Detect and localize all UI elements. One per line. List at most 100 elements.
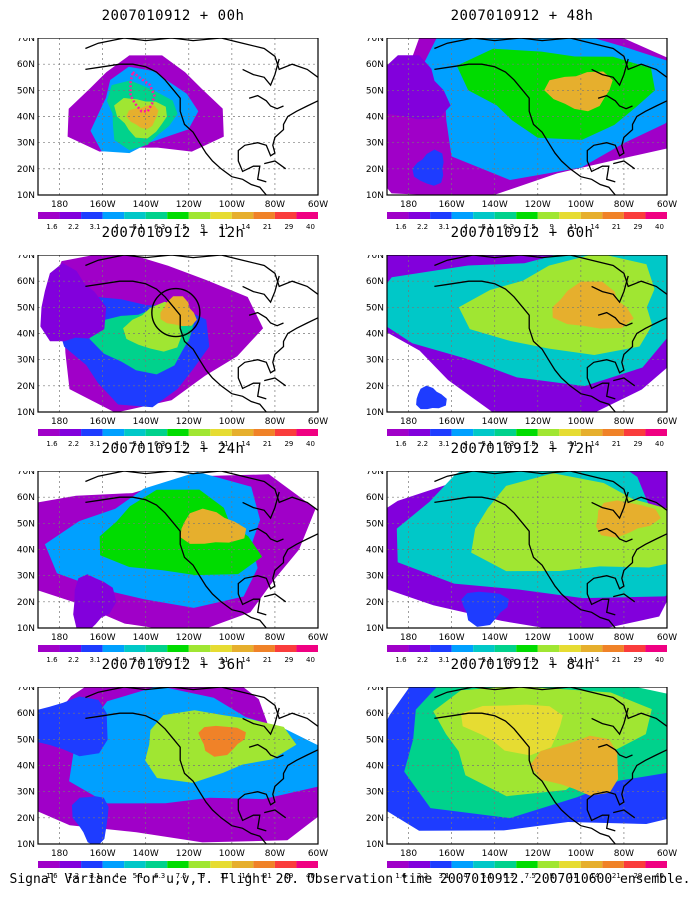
colorbar-swatch: [145, 645, 168, 652]
lat-tick-label: 50N: [366, 303, 384, 313]
lon-tick-label: 60W: [657, 200, 677, 210]
lon-tick-label: 120W: [176, 417, 202, 427]
colorbar-swatch: [623, 645, 646, 652]
colorbar-swatch: [430, 212, 452, 219]
lon-tick-label: 120W: [525, 633, 551, 643]
lon-tick-label: 80W: [614, 200, 634, 210]
colorbar-swatch: [167, 212, 189, 219]
colorbar-label: 6.3: [503, 872, 514, 880]
colorbar-swatch: [231, 645, 254, 652]
colorbar-label: 5.1: [482, 223, 493, 231]
variance-contour: [416, 385, 447, 410]
colorbar-swatch: [430, 861, 452, 868]
colorbar-swatch: [296, 645, 318, 652]
colorbar-label: 4: [463, 223, 468, 231]
colorbar-label: 1.6: [395, 872, 407, 880]
colorbar-label: 5.1: [482, 872, 493, 880]
lat-tick-label: 40N: [17, 546, 35, 556]
panel-title: 2007010912 + 48h: [450, 8, 594, 24]
colorbar-swatch: [408, 429, 431, 436]
colorbar-label: 11: [569, 656, 578, 664]
lon-tick-label: 160W: [90, 633, 116, 643]
variance-contour: [38, 696, 108, 757]
lon-tick-label: 60W: [308, 417, 328, 427]
colorbar-label: 1.6: [46, 656, 58, 664]
colorbar-swatch: [210, 429, 232, 436]
colorbar-swatch: [602, 429, 624, 436]
variance-contour: [198, 725, 246, 757]
lat-tick-label: 60N: [366, 709, 384, 719]
colorbar-label: 29: [284, 223, 293, 231]
colorbar-swatch: [231, 429, 254, 436]
panel-84h: 2007010912 + 84h 10N 20N 30N 40N 50N 60N 70N 18…: [357, 657, 687, 880]
colorbar-swatch: [38, 645, 60, 652]
colorbar-label: 11: [569, 223, 578, 231]
variance-contour: [387, 55, 451, 120]
lon-tick-label: 80W: [265, 200, 285, 210]
colorbar-swatch: [124, 212, 146, 219]
colorbar-swatch: [537, 645, 560, 652]
colorbar-swatch: [451, 861, 474, 868]
lon-tick-label: 120W: [176, 849, 202, 859]
colorbar-swatch: [516, 429, 538, 436]
colorbar-label: 21: [612, 656, 621, 664]
lat-tick-label: 70N: [366, 38, 384, 44]
target-area-circle: [151, 287, 201, 338]
colorbar-swatch: [602, 645, 624, 652]
colorbar-swatch: [124, 429, 146, 436]
colorbar-swatch: [580, 212, 603, 219]
lon-tick-label: 80W: [614, 417, 634, 427]
colorbar-label: 29: [633, 440, 642, 448]
colorbar-label: 40: [655, 440, 664, 448]
figure-caption: Signal Variance for u,v,T. Flight 20. Ob…: [9, 872, 691, 887]
colorbar-label: 14: [590, 440, 599, 448]
colorbar-swatch: [81, 212, 103, 219]
colorbar-swatch: [188, 645, 211, 652]
colorbar-label: 11: [569, 440, 578, 448]
colorbar-label: 6.3: [503, 223, 514, 231]
colorbar-label: 3.1: [439, 440, 450, 448]
colorbar-swatch: [408, 861, 431, 868]
colorbar-swatch: [537, 212, 560, 219]
lat-tick-label: 30N: [17, 572, 35, 582]
colorbar-swatch: [38, 212, 60, 219]
colorbar-label: 29: [633, 656, 642, 664]
colorbar-swatch: [102, 429, 125, 436]
lon-tick-label: 60W: [657, 849, 677, 859]
colorbar-swatch: [494, 212, 517, 219]
colorbar-swatch: [623, 212, 646, 219]
colorbar-swatch: [59, 429, 82, 436]
colorbar-swatch: [623, 861, 646, 868]
colorbar-label: 5.1: [133, 872, 144, 880]
colorbar-swatch: [494, 645, 517, 652]
colorbar-swatch: [494, 861, 517, 868]
colorbar-label: 29: [633, 223, 642, 231]
colorbar-swatch: [274, 212, 297, 219]
colorbar-label: 4: [463, 440, 468, 448]
lat-tick-label: 40N: [17, 330, 35, 340]
colorbar-swatch: [145, 429, 168, 436]
colorbar-swatch: [231, 212, 254, 219]
colorbar-label: 5.1: [133, 656, 144, 664]
lat-tick-label: 30N: [366, 788, 384, 798]
colorbar-swatch: [516, 645, 538, 652]
lon-tick-label: 120W: [525, 849, 551, 859]
lon-tick-label: 180: [51, 200, 68, 210]
lat-tick-label: 10N: [366, 624, 384, 634]
map-panel-84h: 10N 20N 30N 40N 50N 60N 70N 180 160W 140W 120W 100W…: [366, 687, 677, 880]
lon-tick-label: 140W: [133, 417, 159, 427]
lon-tick-label: 80W: [614, 849, 634, 859]
lat-tick-label: 10N: [366, 840, 384, 850]
panel-title: 2007010912 + 36h: [101, 657, 245, 673]
colorbar-swatch: [253, 861, 275, 868]
colorbar-label: 21: [263, 440, 272, 448]
colorbar-label: 6.3: [154, 656, 165, 664]
panel-title: 2007010912 + 72h: [450, 441, 594, 457]
lat-tick-label: 60N: [366, 60, 384, 70]
colorbar-swatch: [296, 429, 318, 436]
colorbar-label: 40: [306, 440, 315, 448]
lon-tick-label: 60W: [657, 417, 677, 427]
colorbar-label: 9: [550, 656, 554, 664]
panel-60h: 2007010912 + 60h 10N 20N 30N 40N 50N 60N 70N 18…: [357, 225, 687, 448]
variance-contour: [99, 489, 263, 576]
